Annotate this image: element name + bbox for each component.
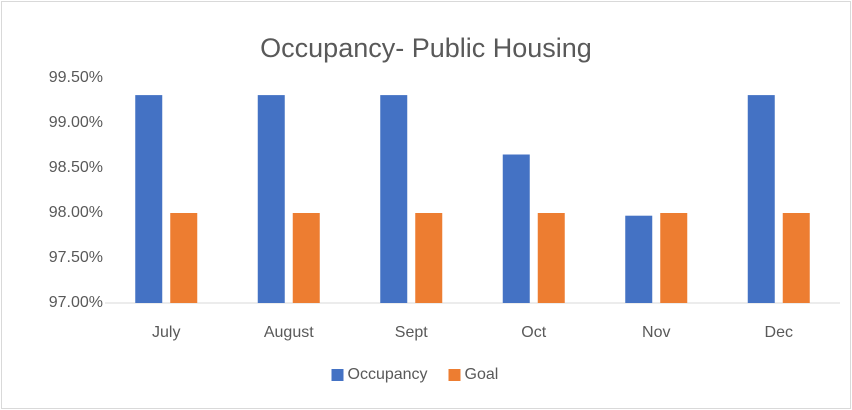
bar: [170, 213, 198, 303]
x-tick-label: August: [264, 324, 314, 341]
y-tick-label: 98.50%: [49, 159, 103, 176]
bar: [502, 154, 530, 303]
bar: [660, 213, 688, 303]
bar: [380, 95, 408, 303]
legend-label: Occupancy: [348, 366, 428, 383]
y-tick-label: 99.50%: [49, 69, 103, 86]
x-tick-label: Oct: [521, 324, 546, 341]
y-tick-label: 97.00%: [49, 294, 103, 311]
y-tick-label: 98.00%: [49, 204, 103, 221]
x-tick-label: Dec: [765, 324, 793, 341]
bar: [135, 95, 163, 303]
bar: [415, 213, 443, 303]
legend-swatch: [448, 369, 461, 381]
bar: [257, 95, 285, 303]
y-tick-label: 97.50%: [49, 249, 103, 266]
bar: [625, 215, 653, 303]
y-tick-label: 99.00%: [49, 114, 103, 131]
bar: [292, 213, 320, 303]
bar: [782, 213, 810, 303]
x-tick-label: July: [152, 324, 180, 341]
bar: [747, 95, 775, 303]
bar: [537, 213, 565, 303]
legend-swatch: [331, 369, 344, 381]
x-tick-label: Nov: [642, 324, 670, 341]
legend-label: Goal: [465, 366, 499, 383]
x-tick-label: Sept: [395, 324, 428, 341]
chart-title: Occupancy- Public Housing: [260, 33, 592, 63]
